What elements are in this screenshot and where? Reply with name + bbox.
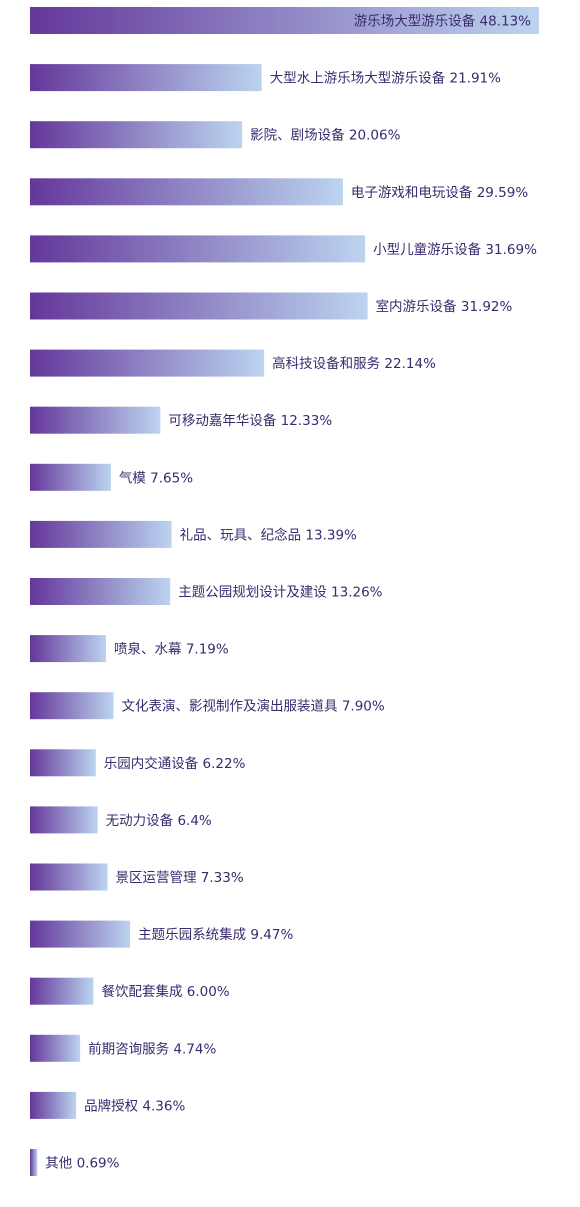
bar (30, 920, 131, 948)
bar (30, 692, 114, 720)
bars-group: 游乐场大型游乐设备 48.13% 大型水上游乐场大型游乐设备 21.91% 影院、剧… (30, 7, 539, 1176)
bar (30, 578, 171, 605)
bar (30, 863, 108, 891)
bar-data-label: 文化表演、影视制作及演出服装道具 7.90% (122, 699, 385, 715)
bar-data-label: 可移动嘉年华设备 12.33% (168, 412, 332, 429)
bar (30, 64, 262, 92)
bar-data-label: 前期咨询服务 4.74% (88, 1040, 216, 1057)
bar-data-label: 气模 7.65% (119, 470, 193, 486)
bar (30, 1034, 81, 1062)
bar-data-label: 大型水上游乐场大型游乐设备 21.91% (270, 70, 501, 87)
bar-data-label: 电子游戏和电玩设备 29.59% (351, 184, 528, 201)
bar (30, 463, 111, 491)
bar (30, 635, 107, 663)
bar-data-label: 餐饮配套集成 6.00% (101, 984, 229, 1000)
bar (30, 292, 368, 320)
bar-data-label: 高科技设备和服务 22.14% (272, 355, 436, 372)
bar-data-label: 主题乐园系统集成 9.47% (138, 927, 293, 943)
bar (30, 520, 172, 548)
bar (30, 1149, 38, 1176)
bar (30, 121, 243, 149)
bar-data-label: 品牌授权 4.36% (84, 1097, 185, 1114)
bar (30, 749, 96, 777)
bar-data-label: 游乐场大型游乐设备 48.13% (354, 13, 531, 30)
bar-data-label: 小型儿童游乐设备 31.69% (373, 241, 537, 258)
bar (30, 349, 265, 377)
bar-data-label: 室内游乐设备 31.92% (376, 298, 513, 315)
bar (30, 235, 366, 263)
bar-data-label: 乐园内交通设备 6.22% (104, 755, 246, 772)
bar-data-label: 无动力设备 6.4% (106, 812, 212, 829)
bar-data-label: 景区运营管理 7.33% (116, 870, 244, 886)
bar-data-label: 主题公园规划设计及建设 13.26% (178, 585, 382, 601)
bar (30, 178, 343, 206)
bar (30, 7, 539, 34)
bar (30, 406, 161, 434)
bar-data-label: 礼品、玩具、纪念品 13.39% (180, 526, 357, 543)
bar (30, 806, 98, 834)
bar (30, 1091, 77, 1119)
bar-data-label: 其他 0.69% (45, 1156, 119, 1172)
bar (30, 977, 94, 1005)
bar-data-label: 影院、剧场设备 20.06% (250, 127, 400, 144)
bar-data-label: 喷泉、水幕 7.19% (114, 641, 229, 658)
